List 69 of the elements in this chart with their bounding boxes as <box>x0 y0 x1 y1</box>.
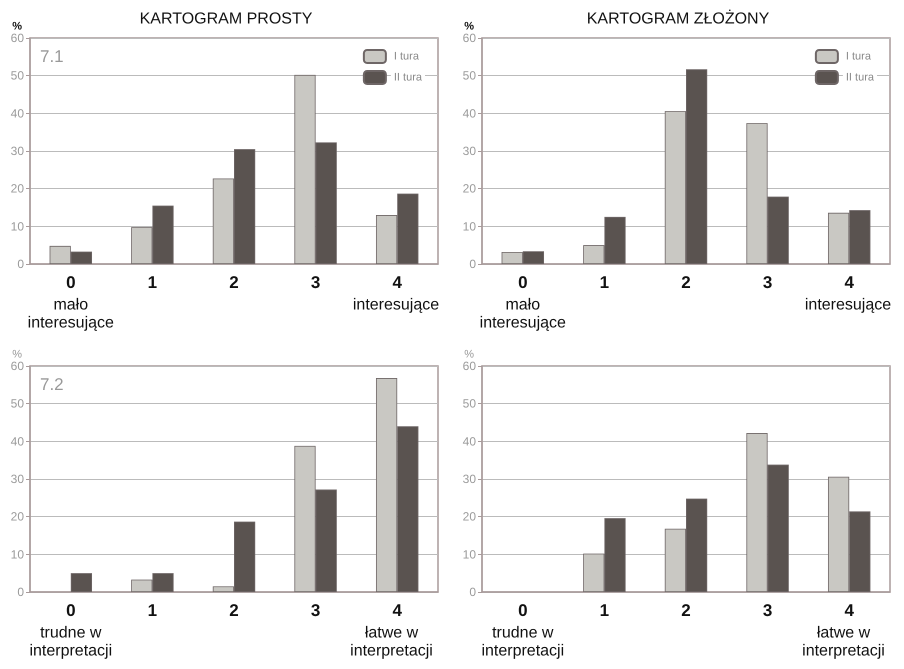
y-tick-label: 20 <box>462 510 476 524</box>
y-tick-label: 30 <box>10 144 24 158</box>
text: interesujące <box>804 296 892 314</box>
y-tick-label: 40 <box>462 434 476 448</box>
x-tick-label: 1 <box>600 273 610 292</box>
x-tick-label: 2 <box>681 601 691 620</box>
text: łatwe w interpretacji <box>802 624 885 660</box>
x-tick-label: 1 <box>148 273 158 292</box>
y-tick-label: 50 <box>10 396 24 411</box>
y-axis-title: % <box>464 348 474 360</box>
y-tick-label: 10 <box>10 547 24 562</box>
x-tick-label: 1 <box>600 601 610 620</box>
x-tick-label: 4 <box>392 273 402 292</box>
y-tick-label: 40 <box>462 106 476 120</box>
y-tick-label: 10 <box>462 547 476 562</box>
x-tick-label: 3 <box>310 601 320 620</box>
y-tick-label: 0 <box>469 585 476 599</box>
text: interesujące <box>352 296 440 314</box>
y-tick-label: 50 <box>462 396 476 411</box>
y-tick-label: 60 <box>10 31 24 45</box>
y-tick-label: 30 <box>10 472 24 486</box>
y-tick-label: 60 <box>462 31 476 45</box>
annotation: 7.2 <box>40 375 64 394</box>
y-tick-label: 40 <box>10 434 24 448</box>
x-tick-label: 0 <box>518 273 528 292</box>
annotation: 7.1 <box>40 47 64 66</box>
text: trudne w interpretacji <box>481 624 564 660</box>
text: łatwe w interpretacji <box>350 624 433 660</box>
y-tick-label: 0 <box>17 257 24 271</box>
x-tick-label: 3 <box>310 273 320 292</box>
x-tick-label: 2 <box>229 601 239 620</box>
bar <box>70 573 92 592</box>
y-tick-label: 10 <box>462 219 476 234</box>
legend-label: II tura <box>394 72 423 84</box>
y-tick-label: 50 <box>462 68 476 83</box>
y-tick-label: 60 <box>462 359 476 373</box>
text: mało interesujące <box>480 296 566 332</box>
y-tick-label: 40 <box>10 106 24 120</box>
text: trudne w interpretacji <box>29 624 112 660</box>
x-tick-label: 0 <box>518 601 528 620</box>
x-tick-label: 0 <box>66 601 76 620</box>
x-tick-label: 0 <box>66 273 76 292</box>
x-tick-label: 1 <box>148 601 158 620</box>
y-tick-label: 60 <box>10 359 24 373</box>
y-tick-label: 10 <box>10 219 24 234</box>
y-tick-label: 30 <box>462 472 476 486</box>
x-tick-label: 2 <box>229 273 239 292</box>
y-tick-label: 20 <box>462 182 476 196</box>
y-tick-label: 20 <box>10 510 24 524</box>
text: mało interesujące <box>28 296 114 332</box>
x-tick-label: 4 <box>844 273 854 292</box>
chart-title: KARTOGRAM PROSTY <box>140 10 313 28</box>
chart-title: KARTOGRAM ZŁOŻONY <box>586 10 770 28</box>
x-tick-label: 4 <box>392 601 402 620</box>
x-tick-label: 2 <box>681 273 691 292</box>
y-tick-label: 0 <box>17 585 24 599</box>
legend-label: II tura <box>846 72 875 84</box>
y-axis-title: % <box>12 20 22 32</box>
y-axis-title: % <box>12 348 22 360</box>
y-tick-label: 20 <box>10 182 24 196</box>
y-axis-title: % <box>464 20 474 32</box>
legend-label: I tura <box>394 50 420 62</box>
x-tick-label: 3 <box>762 601 772 620</box>
x-tick-label: 4 <box>844 601 854 620</box>
y-tick-label: 50 <box>10 68 24 83</box>
y-tick-label: 30 <box>462 144 476 158</box>
x-tick-label: 3 <box>762 273 772 292</box>
legend-label: I tura <box>846 50 872 62</box>
y-tick-label: 0 <box>469 257 476 271</box>
